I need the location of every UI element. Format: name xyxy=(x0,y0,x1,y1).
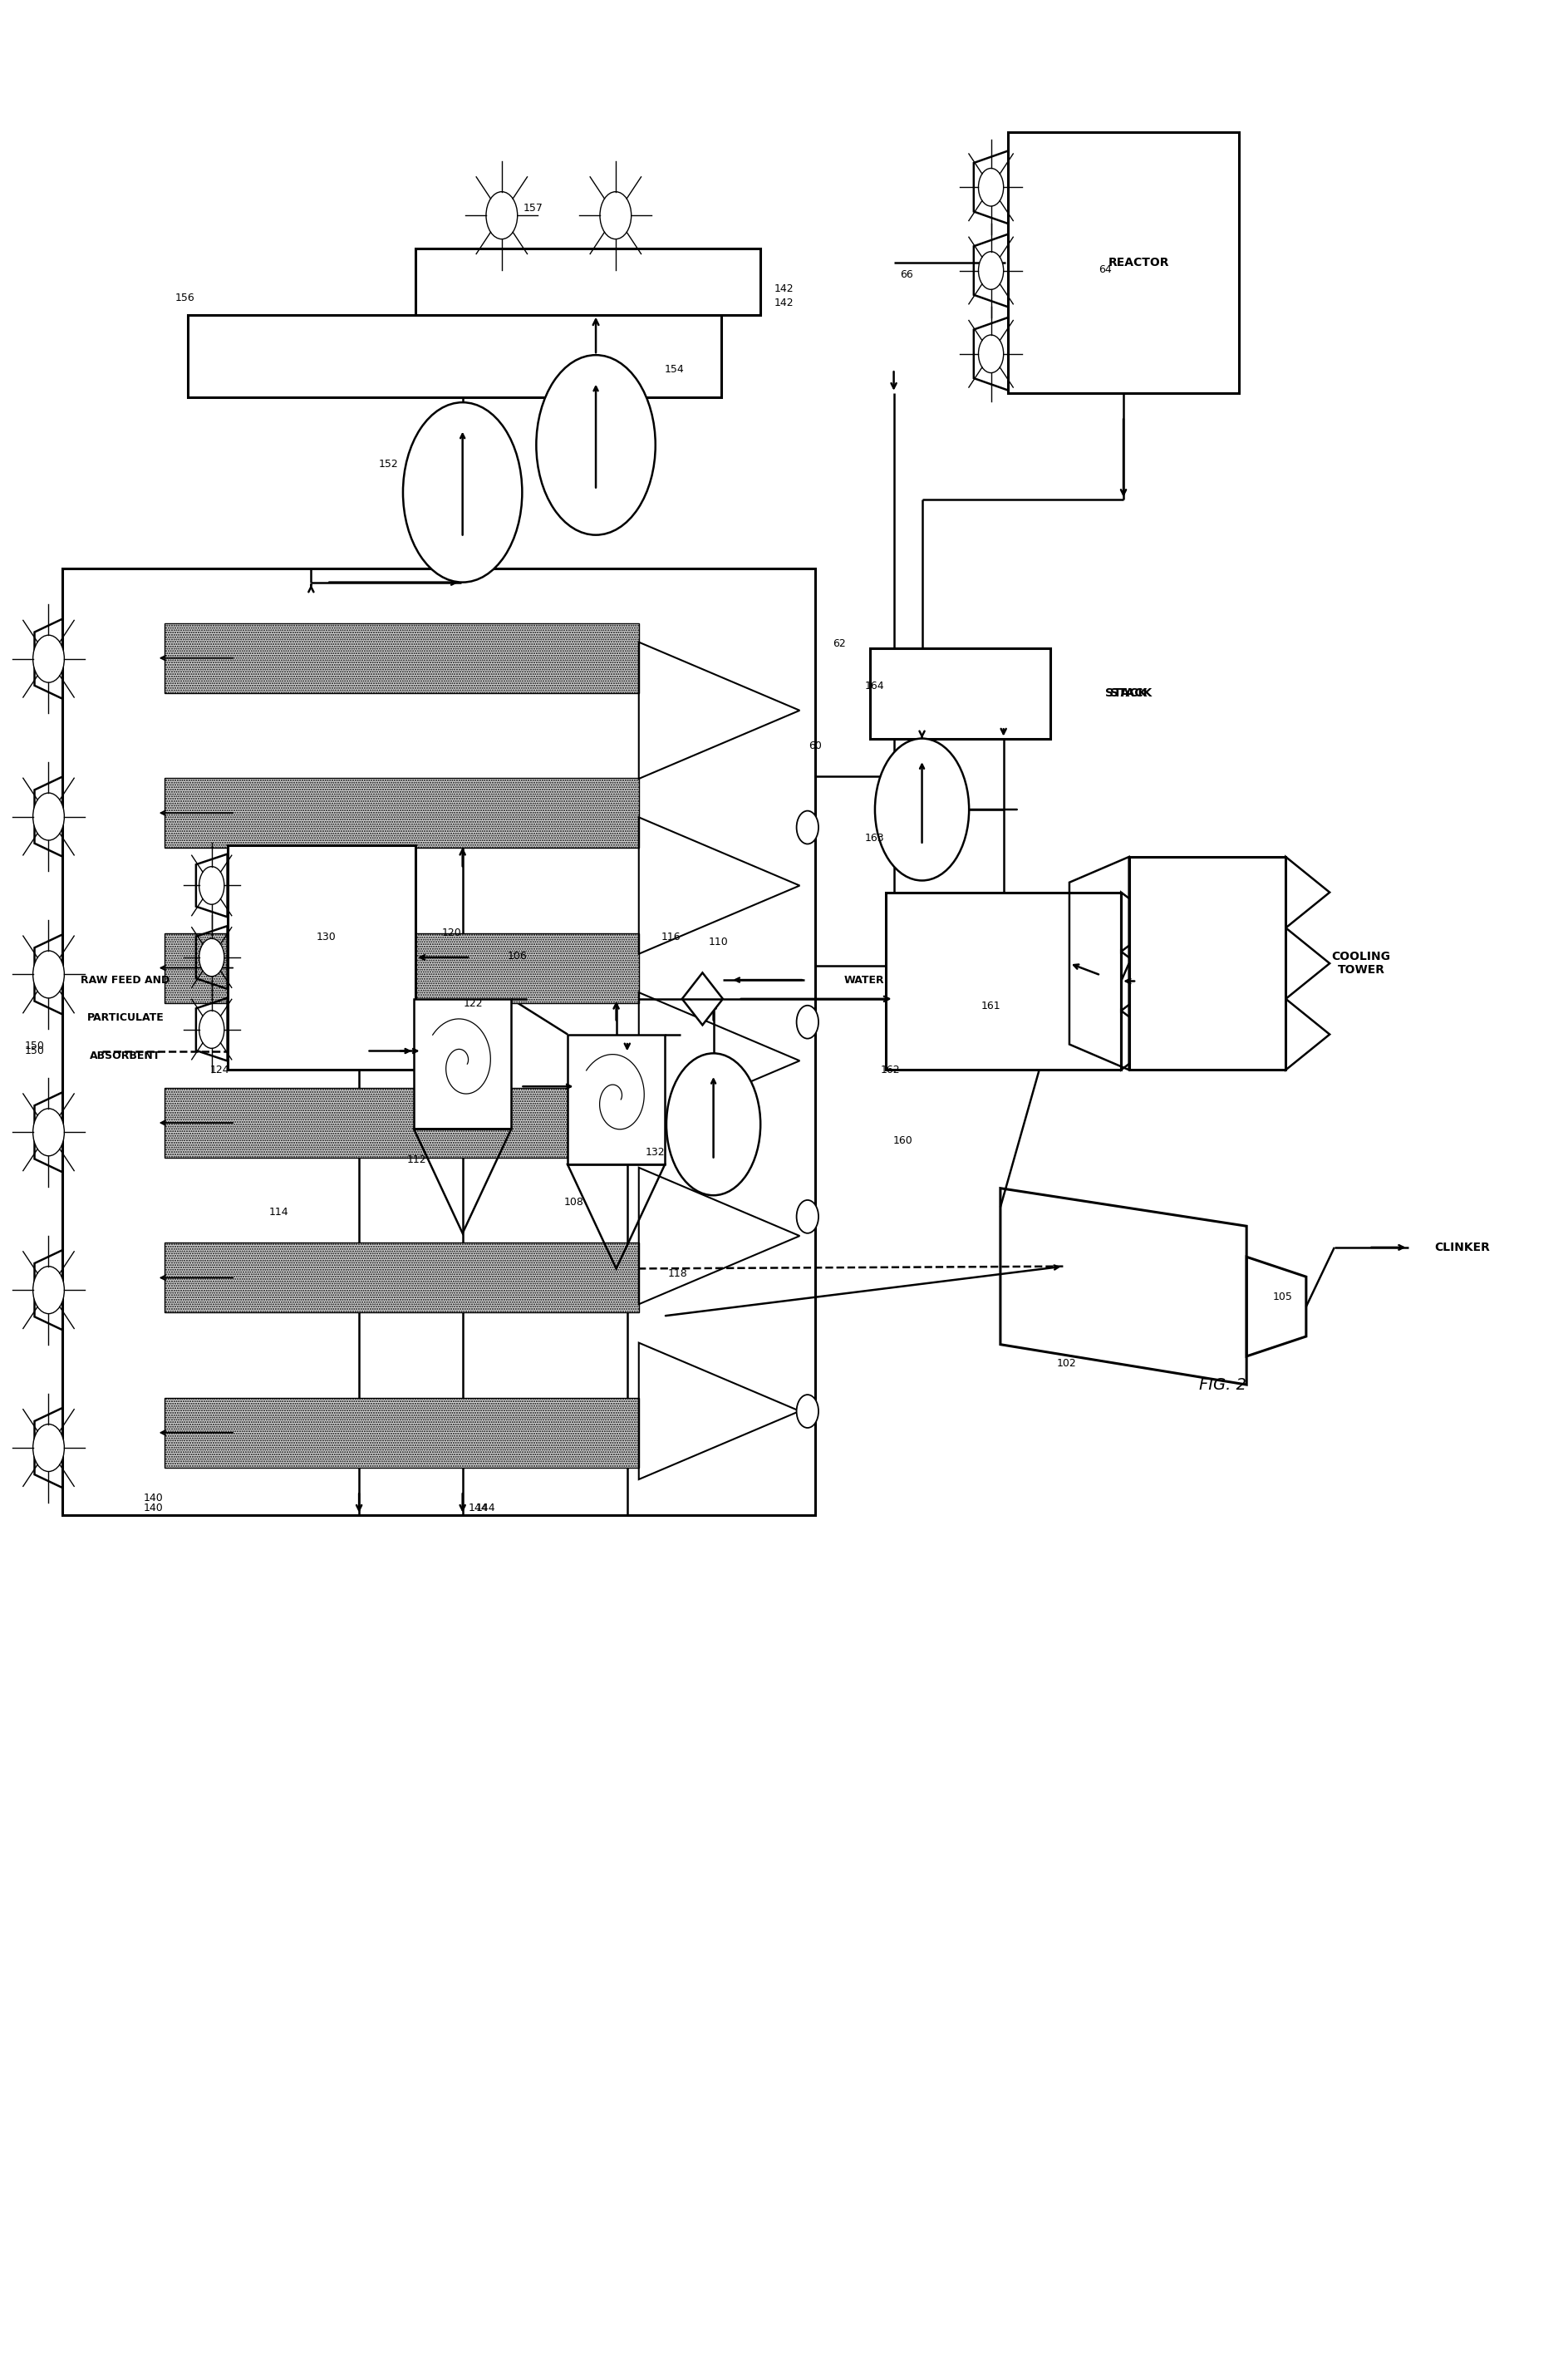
Circle shape xyxy=(33,1425,64,1472)
Text: 105: 105 xyxy=(1273,1292,1292,1302)
Bar xyxy=(165,933,638,1004)
Bar xyxy=(1008,133,1239,393)
Text: 150: 150 xyxy=(25,1046,44,1056)
Bar xyxy=(870,649,1051,739)
Bar xyxy=(165,1243,638,1314)
Text: 110: 110 xyxy=(709,937,728,947)
Circle shape xyxy=(978,251,1004,289)
Bar xyxy=(165,623,638,694)
Text: 64: 64 xyxy=(1099,265,1112,275)
Bar xyxy=(227,845,416,1070)
Text: 112: 112 xyxy=(408,1155,426,1165)
Text: PARTICULATE: PARTICULATE xyxy=(86,1013,165,1023)
Circle shape xyxy=(33,634,64,682)
Text: STACK: STACK xyxy=(1105,689,1148,698)
Bar xyxy=(886,892,1121,1070)
Circle shape xyxy=(875,739,969,881)
Text: 108: 108 xyxy=(564,1198,583,1207)
Bar xyxy=(414,999,511,1129)
Circle shape xyxy=(797,1394,818,1427)
Bar xyxy=(416,249,760,315)
Text: 150: 150 xyxy=(25,1041,44,1051)
Text: 152: 152 xyxy=(379,459,398,469)
Text: 60: 60 xyxy=(809,741,822,750)
Bar xyxy=(188,315,721,398)
Text: 157: 157 xyxy=(524,204,543,213)
Text: 156: 156 xyxy=(176,294,194,303)
Text: 160: 160 xyxy=(894,1136,913,1146)
Bar xyxy=(1129,857,1286,1070)
Text: COOLING
TOWER: COOLING TOWER xyxy=(1331,952,1391,975)
Circle shape xyxy=(199,937,224,975)
Text: WATER: WATER xyxy=(844,975,884,985)
Circle shape xyxy=(797,812,818,845)
Text: 62: 62 xyxy=(833,639,845,649)
Text: 102: 102 xyxy=(1057,1359,1076,1368)
Circle shape xyxy=(601,192,632,239)
Text: 144: 144 xyxy=(477,1503,495,1513)
Text: 162: 162 xyxy=(881,1065,900,1075)
Text: 114: 114 xyxy=(270,1207,289,1217)
Text: 142: 142 xyxy=(775,298,793,308)
Bar xyxy=(63,568,815,1515)
Text: REACTOR: REACTOR xyxy=(1109,258,1170,267)
Text: 140: 140 xyxy=(144,1494,163,1503)
Circle shape xyxy=(536,355,655,535)
Circle shape xyxy=(199,1011,224,1049)
Text: 163: 163 xyxy=(866,833,884,843)
Text: 106: 106 xyxy=(508,952,527,961)
Text: 66: 66 xyxy=(900,270,913,279)
Bar xyxy=(165,779,638,847)
Text: CLINKER: CLINKER xyxy=(1435,1243,1490,1252)
Text: 116: 116 xyxy=(662,933,681,942)
Text: ABSORBENT: ABSORBENT xyxy=(89,1051,162,1060)
Text: 120: 120 xyxy=(442,928,461,937)
Text: 164: 164 xyxy=(866,682,884,691)
Circle shape xyxy=(797,1200,818,1233)
Text: 118: 118 xyxy=(668,1269,687,1278)
Circle shape xyxy=(486,192,517,239)
Circle shape xyxy=(33,952,64,999)
Circle shape xyxy=(403,402,522,582)
Text: 140: 140 xyxy=(144,1503,163,1513)
Text: 144: 144 xyxy=(469,1503,488,1513)
Circle shape xyxy=(33,793,64,840)
Text: FIG. 2: FIG. 2 xyxy=(1200,1378,1247,1392)
Text: 124: 124 xyxy=(210,1065,229,1075)
Text: 161: 161 xyxy=(982,1001,1000,1011)
Text: 122: 122 xyxy=(464,999,483,1008)
Circle shape xyxy=(666,1053,760,1195)
Text: 154: 154 xyxy=(665,365,684,374)
Text: 130: 130 xyxy=(317,933,336,942)
Circle shape xyxy=(978,168,1004,206)
Circle shape xyxy=(33,1266,64,1314)
Circle shape xyxy=(978,336,1004,374)
Bar xyxy=(165,1089,638,1157)
Circle shape xyxy=(199,866,224,904)
Text: RAW FEED AND: RAW FEED AND xyxy=(82,975,169,985)
Text: 142: 142 xyxy=(775,284,793,294)
Polygon shape xyxy=(682,973,723,1025)
Bar xyxy=(568,1034,665,1165)
Text: STACK: STACK xyxy=(1110,689,1152,698)
Bar xyxy=(165,1399,638,1468)
Text: 132: 132 xyxy=(646,1148,665,1157)
Circle shape xyxy=(33,1108,64,1155)
Circle shape xyxy=(797,1006,818,1039)
